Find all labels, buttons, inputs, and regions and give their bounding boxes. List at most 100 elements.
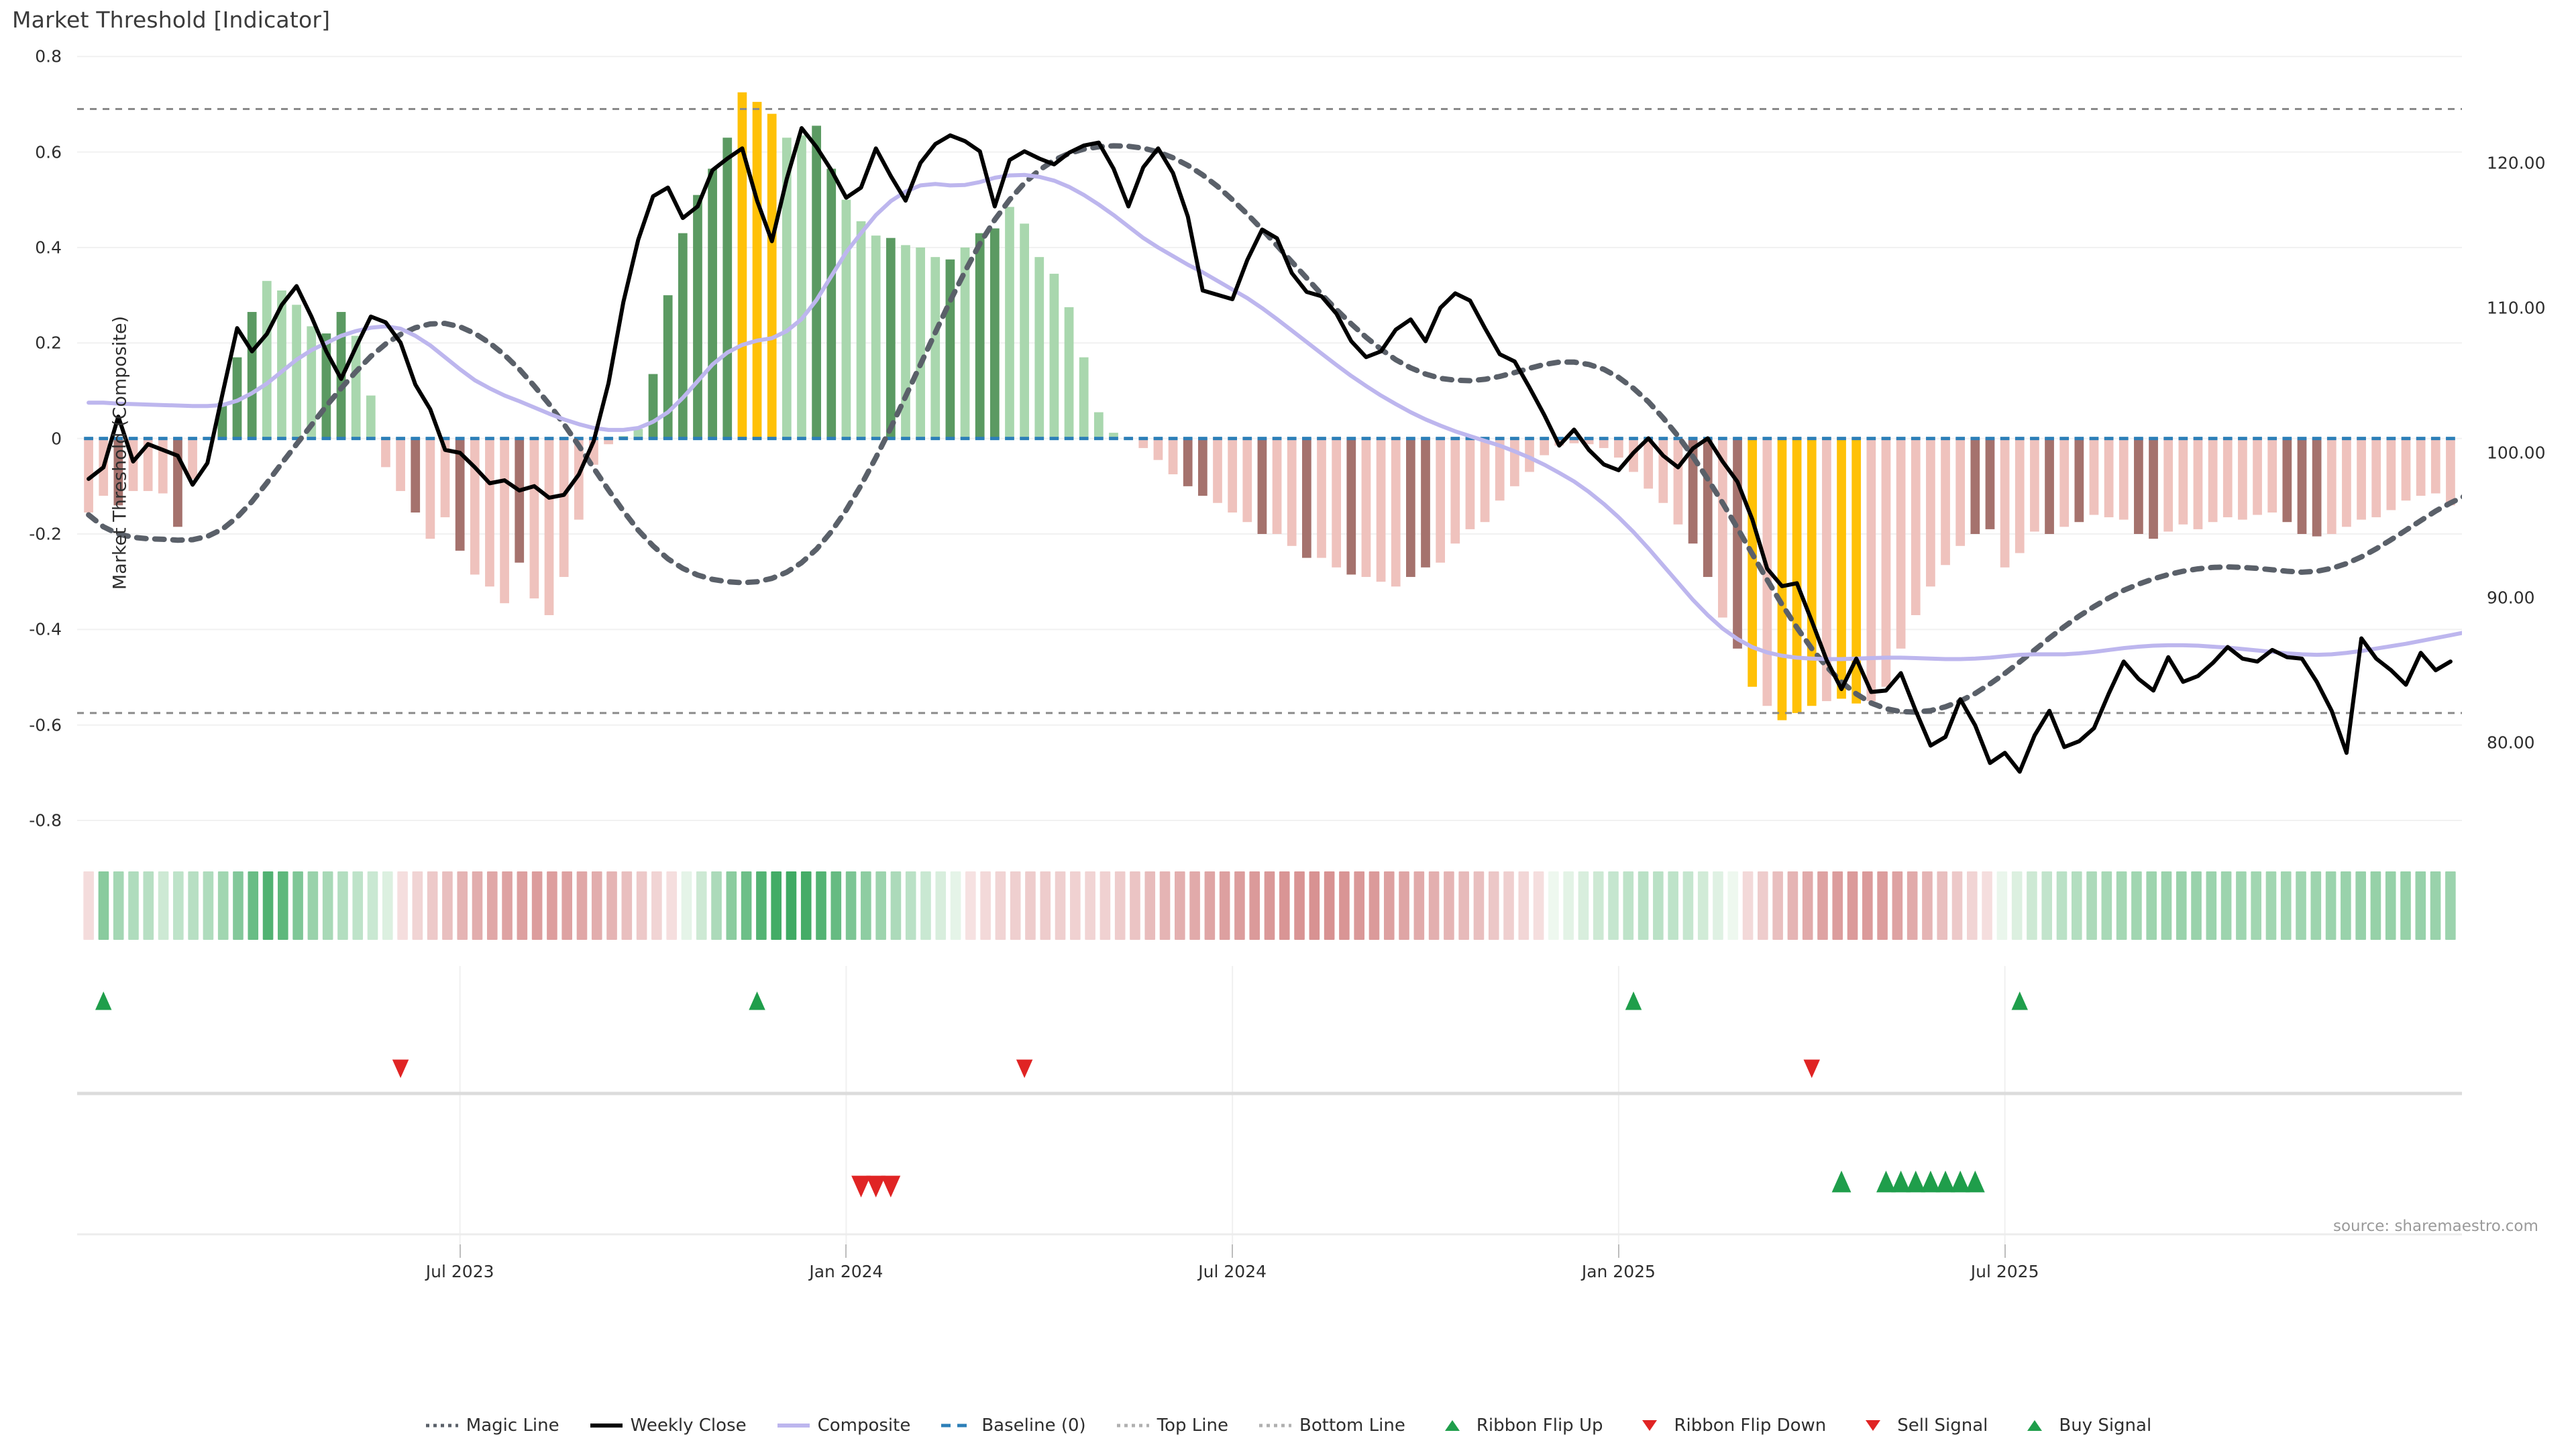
legend-item[interactable]: Composite <box>776 1415 910 1436</box>
bar <box>767 113 777 439</box>
ribbon-cell <box>486 871 498 940</box>
ribbon-cell <box>2236 871 2247 940</box>
legend-item[interactable]: Ribbon Flip Down <box>1632 1415 1826 1436</box>
bar <box>1257 438 1267 534</box>
ribbon-cell <box>1742 871 1754 940</box>
bar <box>1317 438 1326 558</box>
bar <box>188 438 197 480</box>
ribbon-cell <box>800 871 812 940</box>
bar <box>1480 438 1490 523</box>
bar <box>1837 438 1846 699</box>
ribbon-cell <box>1294 871 1305 940</box>
dashed-line-icon <box>941 1424 974 1428</box>
ribbon-cell <box>1159 871 1171 940</box>
legend-item[interactable]: Buy Signal <box>2017 1415 2151 1436</box>
bar <box>2104 438 2114 518</box>
bar <box>232 357 242 439</box>
legend-label: Sell Signal <box>1897 1415 1988 1436</box>
main-plot-svg <box>77 56 2462 822</box>
buy-signal-marker <box>1876 1171 1896 1193</box>
ribbon-cell <box>1204 871 1216 940</box>
legend-item[interactable]: Weekly Close <box>589 1415 747 1436</box>
bar <box>1985 438 1995 529</box>
ribbon-cell <box>307 871 319 940</box>
ribbon-cell <box>711 871 722 940</box>
bar <box>2282 438 2292 523</box>
bar <box>1569 438 1579 443</box>
ribbon-cell <box>1055 871 1066 940</box>
legend-label: Weekly Close <box>630 1415 747 1436</box>
ribbon-cell <box>1010 871 1021 940</box>
ribbon-cell <box>2280 871 2292 940</box>
bar <box>1346 438 1356 575</box>
ribbon-cell <box>83 871 94 940</box>
legend-item[interactable]: Ribbon Flip Up <box>1435 1415 1603 1436</box>
bar <box>1970 438 1980 534</box>
ribbon-cell <box>158 871 169 940</box>
ribbon-cell <box>1907 871 1918 940</box>
bar <box>515 438 525 563</box>
bar <box>1138 438 1148 448</box>
ribbon-cell <box>2011 871 2023 940</box>
ribbon-cell <box>1937 871 1948 940</box>
legend-label: Buy Signal <box>2059 1415 2152 1436</box>
bar <box>945 259 955 439</box>
bar <box>2134 438 2143 534</box>
bar <box>2371 438 2381 518</box>
ribbon-cell <box>621 871 633 940</box>
ribbon-cell <box>816 871 826 940</box>
legend-item[interactable]: Baseline (0) <box>940 1415 1086 1436</box>
bar <box>1762 438 1772 706</box>
bar <box>1851 438 1862 704</box>
ribbon-cell <box>1877 871 1888 940</box>
bar <box>2163 438 2174 532</box>
bar <box>663 295 673 439</box>
ribbon-cell <box>1862 871 1873 940</box>
triangle-down-icon <box>1642 1420 1658 1431</box>
ribbon-cell <box>113 871 124 940</box>
bar <box>2297 438 2307 534</box>
bar <box>1822 438 1831 702</box>
x-tick-label: Jul 2025 <box>1970 1262 2039 1281</box>
bar <box>989 228 1000 439</box>
legend-item[interactable]: Magic Line <box>425 1415 559 1436</box>
bar <box>1599 438 1609 448</box>
ribbon-cell <box>2116 871 2127 940</box>
bar <box>604 438 613 445</box>
bar <box>812 125 821 439</box>
bar <box>826 168 837 439</box>
bar <box>2430 438 2440 494</box>
ribbon-cell <box>1668 871 1678 940</box>
bar <box>173 438 182 527</box>
ribbon-cell <box>2325 871 2337 940</box>
x-tick-label: Jul 2023 <box>425 1262 494 1281</box>
ribbon-cell <box>1070 871 1081 940</box>
ribbon-cell <box>1847 871 1858 940</box>
bar <box>1005 207 1014 439</box>
ribbon-cell <box>502 871 513 940</box>
bar <box>1718 438 1727 618</box>
triangle-up-icon <box>2027 1420 2043 1431</box>
bar <box>2208 438 2218 523</box>
solid-line-icon <box>777 1424 810 1428</box>
ribbon-cell <box>427 871 438 940</box>
triangle-down-icon <box>1642 1420 1658 1431</box>
sell-signal-marker <box>851 1175 871 1197</box>
bar <box>1287 438 1297 546</box>
ribbon-strip <box>77 869 2462 943</box>
legend-item[interactable]: Sell Signal <box>1856 1415 1988 1436</box>
legend-item[interactable]: Bottom Line <box>1258 1415 1405 1436</box>
bar <box>574 438 584 520</box>
ribbon-cell <box>1727 871 1739 940</box>
ribbon-cell <box>382 871 393 940</box>
ribbon-cell <box>217 871 229 940</box>
ribbon-cell <box>861 871 871 940</box>
ribbon-cell <box>248 871 259 940</box>
bar <box>544 438 554 615</box>
ribbon-cell <box>1578 871 1589 940</box>
bar <box>1391 438 1401 587</box>
bar <box>247 312 257 439</box>
legend-item[interactable]: Top Line <box>1116 1415 1228 1436</box>
ribbon-cell <box>1339 871 1350 940</box>
bar <box>1213 438 1222 503</box>
